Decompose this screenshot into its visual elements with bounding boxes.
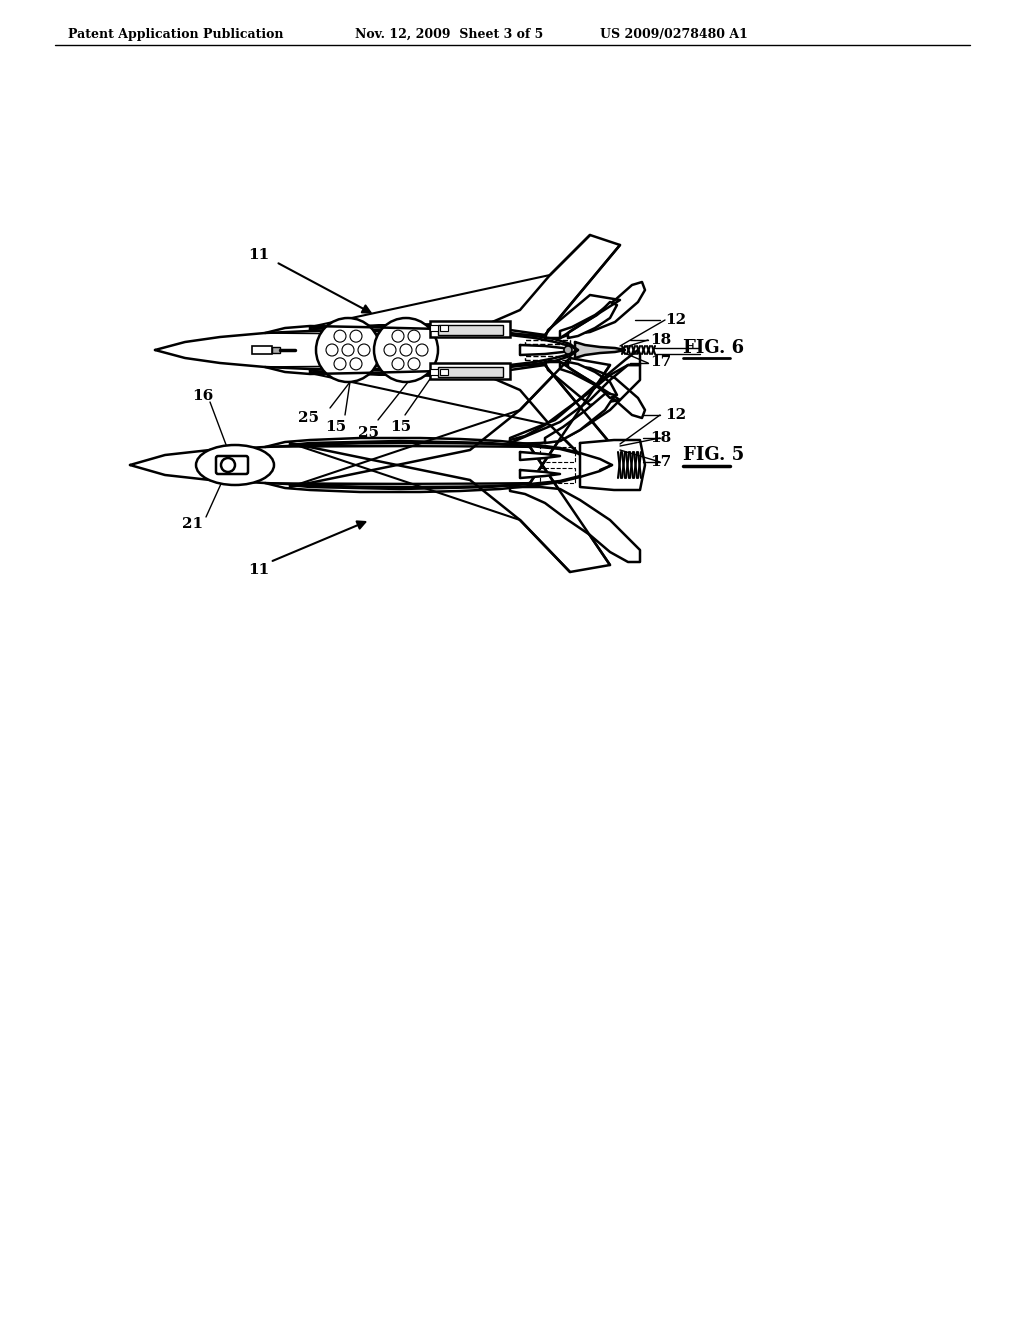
Text: 12: 12 xyxy=(665,408,686,422)
Circle shape xyxy=(316,318,380,381)
FancyBboxPatch shape xyxy=(440,370,449,375)
FancyBboxPatch shape xyxy=(440,325,449,331)
Polygon shape xyxy=(545,362,620,405)
Circle shape xyxy=(384,345,396,356)
Text: 21: 21 xyxy=(182,517,203,531)
Polygon shape xyxy=(510,366,640,444)
Polygon shape xyxy=(310,366,620,465)
Ellipse shape xyxy=(196,445,274,484)
Polygon shape xyxy=(575,342,625,358)
Text: 15: 15 xyxy=(390,420,411,434)
Text: Nov. 12, 2009  Sheet 3 of 5: Nov. 12, 2009 Sheet 3 of 5 xyxy=(355,28,544,41)
Text: 11: 11 xyxy=(248,248,269,261)
Text: 18: 18 xyxy=(650,432,672,445)
FancyBboxPatch shape xyxy=(430,370,438,375)
Text: Patent Application Publication: Patent Application Publication xyxy=(68,28,284,41)
FancyBboxPatch shape xyxy=(272,347,280,352)
Circle shape xyxy=(374,318,438,381)
Text: 15: 15 xyxy=(325,420,346,434)
Polygon shape xyxy=(520,451,560,459)
Circle shape xyxy=(392,358,404,370)
FancyBboxPatch shape xyxy=(430,321,510,337)
Circle shape xyxy=(400,345,412,356)
Polygon shape xyxy=(580,440,645,490)
Polygon shape xyxy=(155,330,578,370)
Polygon shape xyxy=(545,393,615,444)
Circle shape xyxy=(326,345,338,356)
Circle shape xyxy=(221,458,234,473)
Circle shape xyxy=(334,358,346,370)
Polygon shape xyxy=(568,362,617,399)
Circle shape xyxy=(416,345,428,356)
Text: 17: 17 xyxy=(650,455,672,469)
FancyBboxPatch shape xyxy=(438,367,503,378)
Polygon shape xyxy=(310,235,620,335)
Circle shape xyxy=(342,345,354,356)
FancyBboxPatch shape xyxy=(430,325,438,331)
Polygon shape xyxy=(520,470,560,478)
Text: 25: 25 xyxy=(358,426,379,440)
Circle shape xyxy=(350,330,362,342)
FancyBboxPatch shape xyxy=(216,455,248,474)
Polygon shape xyxy=(568,302,617,338)
Polygon shape xyxy=(545,294,620,338)
Text: 25: 25 xyxy=(298,411,319,425)
Polygon shape xyxy=(290,358,610,488)
Text: 12: 12 xyxy=(665,313,686,327)
Text: US 2009/0278480 A1: US 2009/0278480 A1 xyxy=(600,28,748,41)
Circle shape xyxy=(408,358,420,370)
Circle shape xyxy=(392,330,404,342)
Circle shape xyxy=(334,330,346,342)
Text: FIG. 5: FIG. 5 xyxy=(683,446,744,465)
FancyBboxPatch shape xyxy=(438,325,503,335)
Circle shape xyxy=(408,330,420,342)
Text: 18: 18 xyxy=(650,333,672,347)
Polygon shape xyxy=(560,282,645,338)
FancyBboxPatch shape xyxy=(430,363,510,379)
Text: 11: 11 xyxy=(248,564,269,577)
Text: 16: 16 xyxy=(193,389,213,403)
Text: FIG. 6: FIG. 6 xyxy=(683,339,744,356)
Polygon shape xyxy=(510,350,640,444)
Polygon shape xyxy=(510,487,640,562)
Polygon shape xyxy=(290,441,610,572)
Circle shape xyxy=(564,346,572,354)
Circle shape xyxy=(350,358,362,370)
Polygon shape xyxy=(560,362,645,418)
Polygon shape xyxy=(130,444,612,487)
Polygon shape xyxy=(520,345,568,355)
Text: 17: 17 xyxy=(650,355,672,370)
Circle shape xyxy=(358,345,370,356)
FancyBboxPatch shape xyxy=(252,346,272,354)
